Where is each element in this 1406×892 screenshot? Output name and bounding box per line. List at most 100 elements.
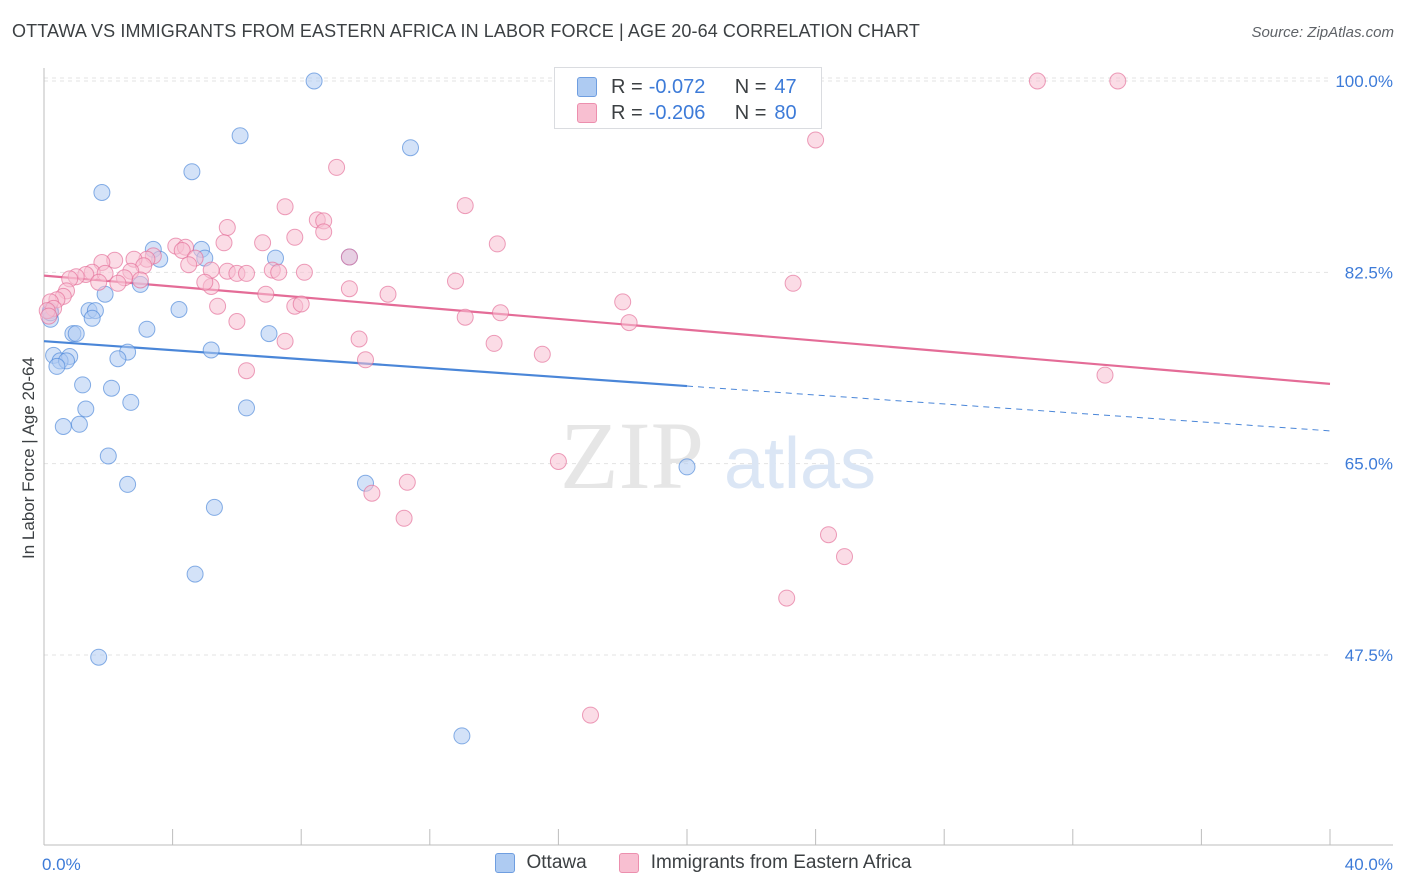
y-tick-label: 100.0%: [1335, 72, 1393, 91]
immigrants-point: [492, 304, 509, 322]
ottawa-point: [170, 301, 188, 318]
r-label: R =: [611, 101, 643, 124]
ottawa-point: [77, 400, 95, 418]
immigrants-point: [379, 285, 397, 303]
legend-item-immigrants[interactable]: Immigrants from Eastern Africa: [618, 852, 912, 874]
series-legend: Ottawa Immigrants from Eastern Africa: [0, 852, 1406, 874]
r-value: -0.072: [648, 75, 706, 98]
immigrants-point: [196, 273, 214, 291]
immigrants-point: [215, 234, 233, 252]
immigrants-point: [456, 197, 474, 215]
immigrants-point: [40, 307, 58, 325]
ottawa-point: [54, 418, 72, 435]
immigrants-point: [228, 313, 246, 330]
immigrants-point: [238, 264, 255, 282]
n-label: N =: [734, 75, 767, 98]
immigrants-point: [350, 330, 368, 348]
immigrants-point: [778, 589, 796, 607]
legend-item-ottawa[interactable]: Ottawa: [494, 852, 587, 874]
r-value: -0.206: [648, 101, 706, 124]
ottawa-point: [205, 498, 223, 516]
legend-label: Ottawa: [526, 852, 587, 873]
ottawa-point: [93, 184, 111, 201]
axes: [43, 68, 1393, 846]
immigrants-point: [180, 256, 198, 274]
immigrants-point: [620, 314, 638, 332]
y-tick-label: 47.5%: [1345, 646, 1393, 665]
chart-title: OTTAWA VS IMMIGRANTS FROM EASTERN AFRICA…: [12, 21, 920, 41]
y-axis-label: In Labor Force | Age 20-64: [19, 357, 38, 559]
immigrants-point: [784, 274, 802, 292]
immigrants-point: [582, 706, 599, 724]
watermark: ZIP atlas: [560, 402, 876, 509]
ottawa-point: [70, 415, 88, 433]
immigrants-point: [485, 334, 503, 352]
watermark-atlas: atlas: [724, 424, 876, 504]
n-label: N =: [734, 101, 767, 124]
n-value: 47: [774, 75, 797, 98]
immigrants-point: [90, 273, 108, 291]
ottawa-point: [231, 127, 249, 145]
immigrants-point: [488, 235, 506, 253]
immigrants-point: [836, 548, 853, 566]
stats-row-ottawa: R = -0.072 N = 47: [577, 74, 797, 100]
gridlines: [44, 77, 1330, 656]
immigrants-point: [276, 332, 294, 350]
r-label: R =: [611, 75, 643, 98]
ottawa-point: [305, 72, 323, 90]
y-tick-label: 82.5%: [1345, 263, 1393, 282]
immigrants-point: [218, 219, 236, 236]
ottawa-point: [48, 357, 66, 375]
ottawa-point: [74, 376, 92, 394]
immigrants-point: [614, 293, 632, 311]
n-value: 80: [774, 101, 797, 124]
immigrants-point: [173, 242, 191, 259]
ottawa-point: [453, 727, 471, 745]
immigrants-point: [276, 198, 294, 216]
ottawa-point: [202, 341, 220, 359]
ottawa-point: [109, 350, 127, 368]
immigrants-point: [257, 285, 275, 303]
ottawa-point: [402, 139, 419, 157]
immigrants-point: [286, 228, 304, 246]
immigrants-point: [398, 473, 416, 491]
immigrants-point: [456, 308, 474, 326]
x-tick-label: 0.0%: [42, 855, 81, 874]
immigrants-point: [328, 158, 346, 176]
source-label: Source: ZipAtlas.com: [1251, 24, 1394, 41]
stats-row-immigrants: R = -0.206 N = 80: [577, 100, 797, 126]
immigrants-point: [209, 297, 227, 315]
watermark-zip: ZIP: [560, 402, 704, 509]
immigrants-point: [1096, 366, 1114, 384]
x-tick-label: 40.0%: [1345, 855, 1393, 874]
ottawa-point: [67, 325, 85, 343]
immigrants-point: [254, 234, 272, 252]
immigrants-point: [270, 263, 288, 281]
ottawa-point: [122, 393, 140, 411]
ottawa-trend-extension: [686, 385, 1331, 432]
ottawa-legend-swatch: [494, 853, 515, 873]
immigrants-point: [109, 274, 127, 292]
immigrants-point: [295, 263, 313, 281]
immigrants-point: [315, 223, 333, 241]
ottawa-point: [238, 399, 255, 417]
immigrants-point: [549, 453, 567, 470]
immigrants-point: [131, 271, 149, 289]
immigrants-point: [1109, 72, 1127, 90]
immigrants-swatch: [577, 103, 597, 123]
immigrants-point: [447, 272, 464, 290]
immigrants-point: [533, 345, 551, 363]
y-tick-label: 65.0%: [1345, 455, 1393, 474]
immigrants-point: [1028, 72, 1046, 90]
ottawa-point: [138, 320, 156, 338]
immigrants-point: [340, 280, 358, 298]
ottawa-point: [186, 565, 204, 583]
ottawa-point: [103, 379, 120, 397]
immigrants-point: [363, 484, 381, 502]
immigrants-point: [292, 295, 310, 313]
tick-labels: 100.0% 82.5% 65.0% 47.5% 0.0% 40.0%: [42, 72, 1393, 874]
stats-legend: R = -0.072 N = 47 R = -0.206 N = 80: [554, 67, 822, 129]
ottawa-swatch: [577, 77, 597, 97]
ottawa-point: [260, 325, 278, 343]
